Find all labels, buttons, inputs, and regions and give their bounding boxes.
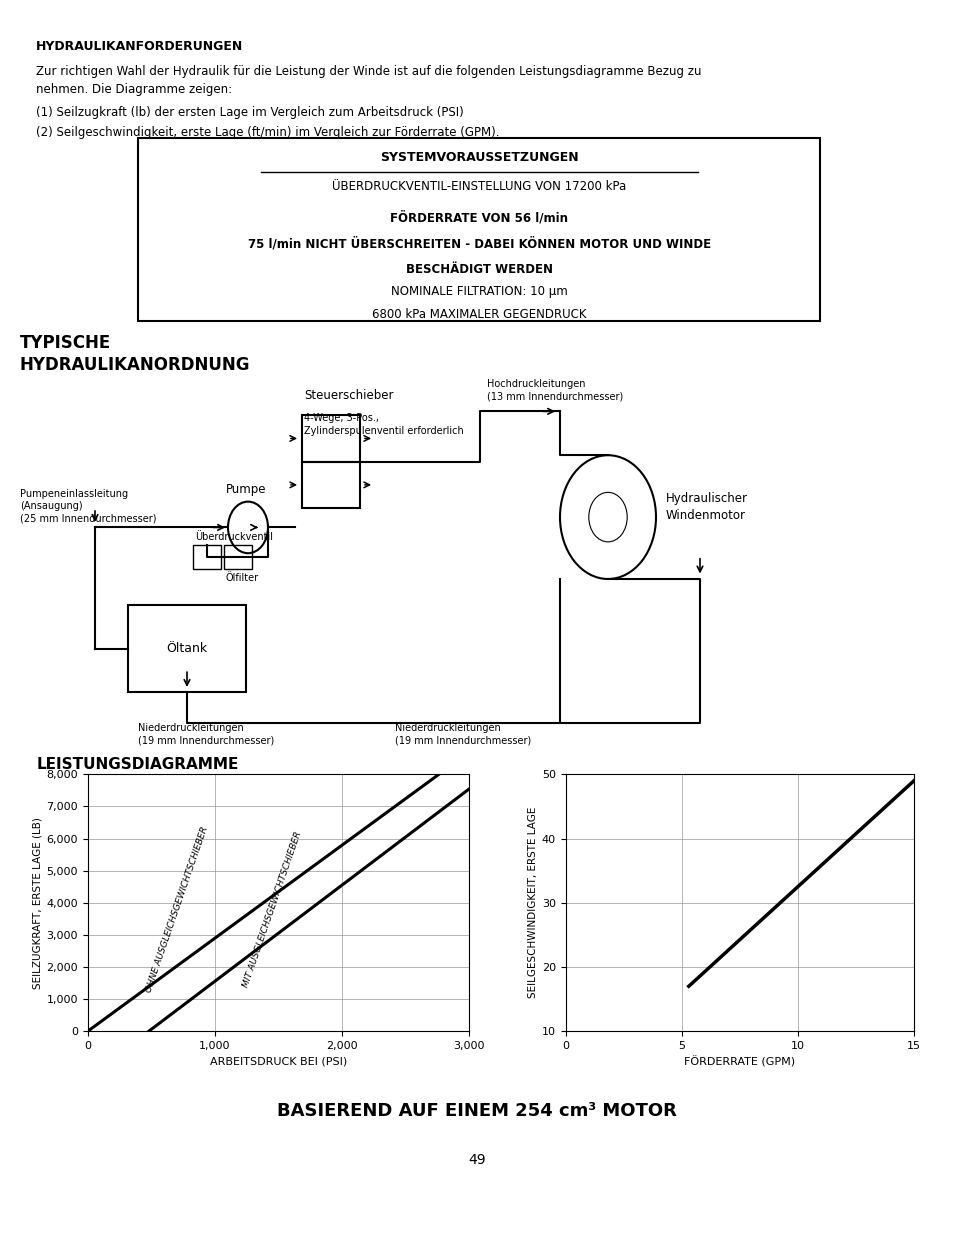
Text: Niederdruckleitungen
(19 mm Innendurchmesser): Niederdruckleitungen (19 mm Innendurchme… (138, 724, 274, 746)
Text: OHNE AUSGLEICHSGEWICHTSCHIEBER: OHNE AUSGLEICHSGEWICHTSCHIEBER (144, 825, 210, 993)
Text: HYDRAULIKANORDNUNG: HYDRAULIKANORDNUNG (20, 356, 251, 374)
Text: FÖRDERRATE VON 56 l/min: FÖRDERRATE VON 56 l/min (390, 211, 568, 225)
Text: Steuerschieber: Steuerschieber (304, 389, 393, 403)
Text: SYSTEMVORAUSSETZUNGEN: SYSTEMVORAUSSETZUNGEN (379, 151, 578, 164)
Text: NOMINALE FILTRATION: 10 μm: NOMINALE FILTRATION: 10 μm (391, 284, 567, 298)
Y-axis label: SEILZUGKRAFT, ERSTE LAGE (LB): SEILZUGKRAFT, ERSTE LAGE (LB) (32, 816, 42, 989)
Text: HYDRAULIKANFORDERUNGEN: HYDRAULIKANFORDERUNGEN (36, 40, 243, 53)
Bar (302, 462, 359, 508)
Text: 75 l/min NICHT ÜBERSCHREITEN - DABEI KÖNNEN MOTOR UND WINDE: 75 l/min NICHT ÜBERSCHREITEN - DABEI KÖN… (248, 237, 710, 251)
Bar (302, 415, 359, 462)
Text: Zur richtigen Wahl der Hydraulik für die Leistung der Winde ist auf die folgende: Zur richtigen Wahl der Hydraulik für die… (36, 65, 701, 79)
Text: Ölfilter: Ölfilter (226, 573, 259, 583)
Text: 6800 kPa MAXIMALER GEGENDRUCK: 6800 kPa MAXIMALER GEGENDRUCK (372, 309, 586, 321)
Text: TYPISCHE: TYPISCHE (20, 333, 112, 352)
Text: Niederdruckleitungen
(19 mm Innendurchmesser): Niederdruckleitungen (19 mm Innendurchme… (395, 724, 531, 746)
Text: BESCHÄDIGT WERDEN: BESCHÄDIGT WERDEN (405, 263, 553, 275)
Bar (224, 546, 252, 568)
Text: LEISTUNGSDIAGRAMME: LEISTUNGSDIAGRAMME (36, 757, 238, 772)
Text: ÜBERDRUCKVENTIL-EINSTELLUNG VON 17200 kPa: ÜBERDRUCKVENTIL-EINSTELLUNG VON 17200 kP… (332, 180, 626, 194)
Y-axis label: SEILGESCHWINDIGKEIT, ERSTE LAGE: SEILGESCHWINDIGKEIT, ERSTE LAGE (527, 808, 537, 998)
Bar (193, 546, 221, 568)
Text: (1) Seilzugkraft (lb) der ersten Lage im Vergleich zum Arbeitsdruck (PSI): (1) Seilzugkraft (lb) der ersten Lage im… (36, 106, 463, 120)
Text: nehmen. Die Diagramme zeigen:: nehmen. Die Diagramme zeigen: (36, 83, 233, 96)
X-axis label: FÖRDERRATE (GPM): FÖRDERRATE (GPM) (683, 1056, 795, 1068)
Text: BASIEREND AUF EINEM 254 cm³ MOTOR: BASIEREND AUF EINEM 254 cm³ MOTOR (276, 1102, 677, 1120)
Text: MIT AUSGLEICHSGEWICHTSCHIEBER: MIT AUSGLEICHSGEWICHTSCHIEBER (241, 830, 303, 988)
Text: Öltank: Öltank (166, 642, 208, 655)
Text: Pumpeneinlassleitung
(Ansaugung)
(25 mm Innendurchmesser): Pumpeneinlassleitung (Ansaugung) (25 mm … (20, 489, 156, 524)
Text: Pumpe: Pumpe (226, 483, 266, 496)
Text: 4-Wege, 3-Pos.,: 4-Wege, 3-Pos., (304, 412, 378, 422)
Text: 49: 49 (468, 1153, 485, 1167)
X-axis label: ARBEITSDRUCK BEI (PSI): ARBEITSDRUCK BEI (PSI) (210, 1056, 347, 1067)
Text: Zylinderspulenventil erforderlich: Zylinderspulenventil erforderlich (304, 426, 463, 436)
Text: Hochdruckleitungen
(13 mm Innendurchmesser): Hochdruckleitungen (13 mm Innendurchmess… (486, 379, 622, 401)
Bar (128, 605, 246, 693)
Text: Überdruckventil: Überdruckventil (194, 531, 273, 542)
Text: Hydraulischer
Windenmotor: Hydraulischer Windenmotor (665, 492, 747, 521)
Text: (2) Seilgeschwindigkeit, erste Lage (ft/min) im Vergleich zur Förderrate (GPM).: (2) Seilgeschwindigkeit, erste Lage (ft/… (36, 126, 499, 140)
